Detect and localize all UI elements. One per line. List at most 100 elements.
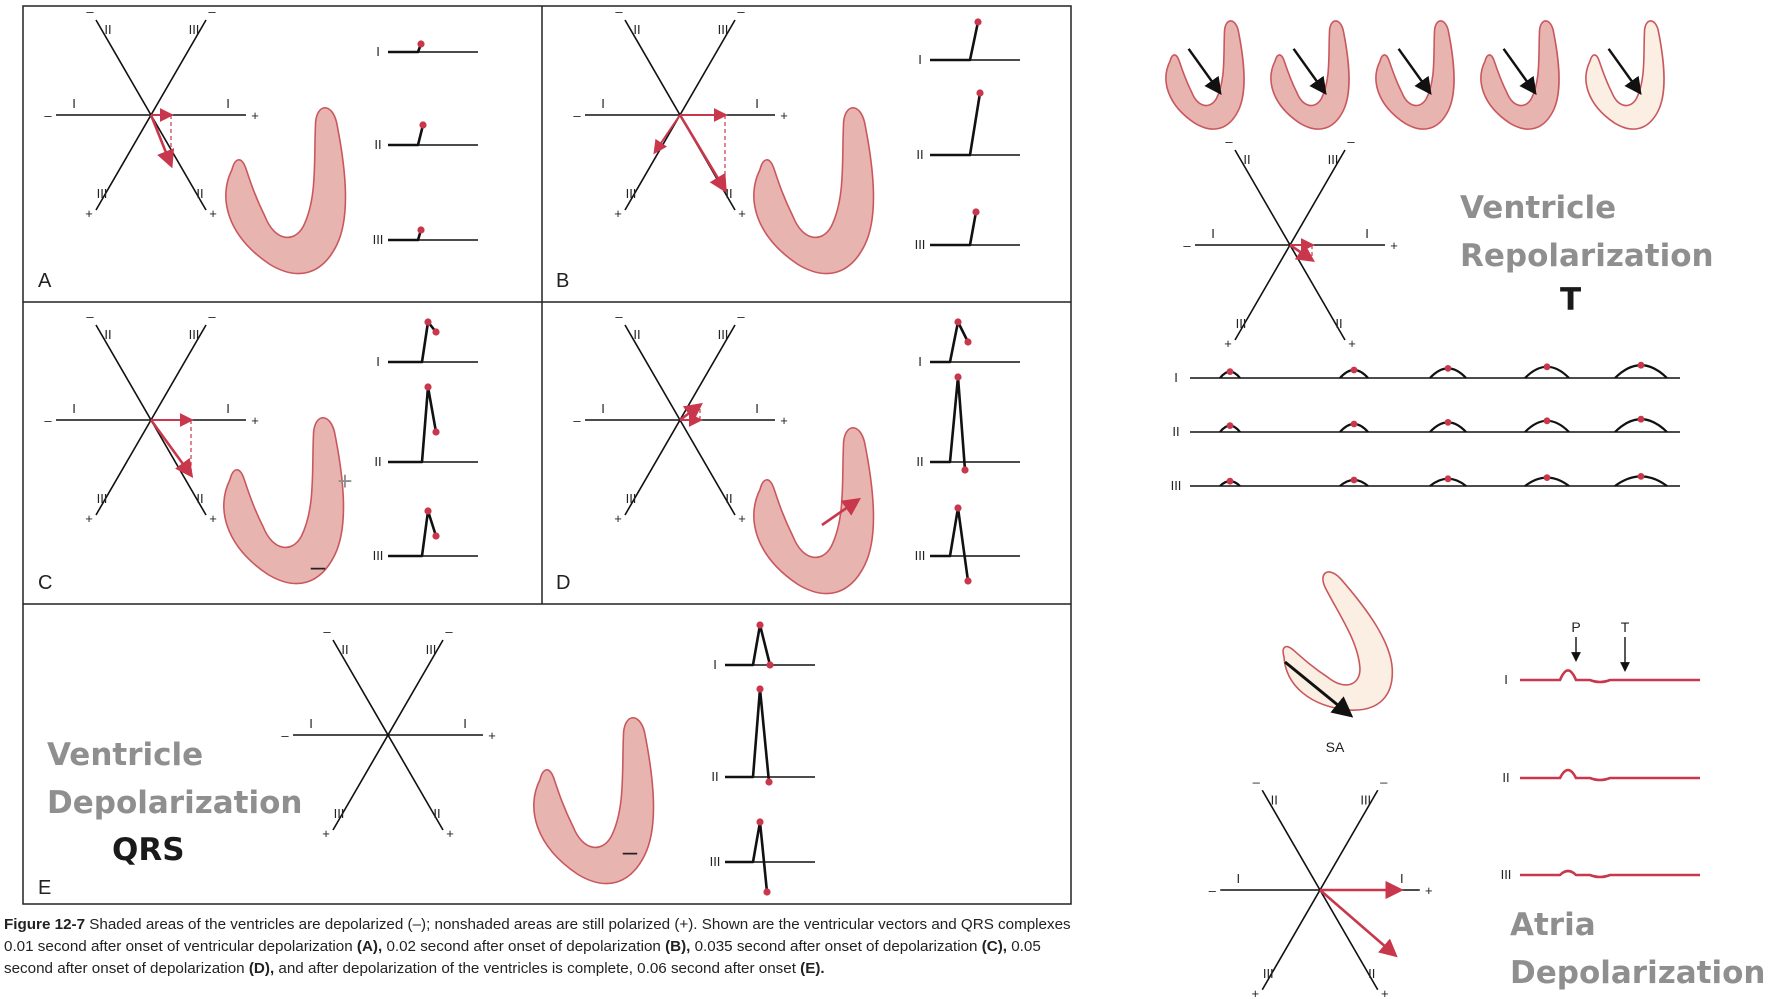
atria-depolarization-line1: Atria (1510, 907, 1596, 943)
repolarization-heart-5 (1585, 20, 1665, 130)
lead-i-right-label: I (755, 401, 759, 416)
lead-ii-bottom-label: II (725, 186, 732, 201)
ecg-sample-dot (756, 685, 764, 693)
lead-ii-top-label: II (104, 327, 111, 342)
lead-iii-bottom-label: III (334, 806, 345, 821)
ecg-sample-dot (961, 466, 969, 474)
ecg-sample-dot (1444, 475, 1452, 483)
repolarization-ecg-lead-2: II (1172, 415, 1680, 439)
ecg-lead-label: II (711, 769, 718, 784)
ventricle-depolarization-wave: QRS (112, 832, 185, 868)
lead-i-minus-sign: – (1209, 883, 1217, 898)
lead-iii-plus-sign: + (614, 206, 622, 221)
ecg-sample-dot (1637, 415, 1645, 423)
repolarization-vector (1397, 48, 1432, 96)
ecg-sample-dot (424, 383, 432, 391)
lead-ii-minus-sign: – (1253, 774, 1261, 789)
lead-i-right-label: I (226, 401, 230, 416)
ecg-sample-dot (1226, 477, 1234, 485)
caption-ref-c: (C), (981, 938, 1007, 955)
lead-i-right-label: I (1400, 871, 1404, 886)
ecg-sample-dot (766, 661, 774, 669)
ecg-a-lead-ii: II (374, 121, 478, 152)
lead-ii-bottom-label: II (725, 491, 732, 506)
lead-ii-minus-sign: – (323, 624, 331, 639)
caption-text-4: 0.05 second after onset of depolarizatio… (4, 938, 1041, 977)
heart-c-plus-sign: + (337, 466, 352, 496)
sa-node-label: SA (1326, 739, 1345, 755)
ecg-sample-dot (1226, 368, 1234, 375)
lead-i-right-label: I (1365, 226, 1369, 241)
panel-letter-b: B (556, 270, 569, 292)
mean-vector-arrow (149, 419, 194, 478)
lead-iii-minus-sign: – (737, 309, 745, 324)
lead-i-left-label: I (1211, 226, 1215, 241)
ecg-sample-dot (419, 121, 427, 129)
mean-vector-arrow (679, 402, 703, 422)
lead-iii-minus-sign: – (445, 624, 453, 639)
ecg-sample-dot (974, 18, 982, 26)
heart-d-vector (821, 497, 861, 527)
ecg-lead-label: I (1504, 672, 1508, 687)
ecg-d-lead-i: I (918, 318, 1020, 369)
ecg-b-lead-iii: III (915, 208, 1020, 252)
ventricle-outline (223, 416, 345, 585)
lead-i-plus-sign: + (488, 728, 496, 743)
caption-figure-number: Figure 12-7 (4, 916, 86, 933)
lead-i-minus-sign: – (573, 413, 581, 428)
caption-ref-b: (B), (665, 938, 691, 955)
lead-i-left-label: I (601, 96, 605, 111)
repolarization-vector (1607, 48, 1642, 96)
ecg-sample-dot (424, 507, 432, 515)
lead-ii-plus-sign: + (446, 826, 454, 841)
ecg-d-lead-ii: II (916, 373, 1020, 474)
ventricle-heart-d (753, 426, 875, 595)
ecg-waveform (930, 506, 970, 582)
ecg-lead-label: II (1502, 770, 1509, 785)
lead-i-minus-sign: – (44, 413, 52, 428)
ecg-a-lead-i: I (376, 40, 478, 59)
lead-iii-bottom-label: III (626, 491, 637, 506)
ecg-waveform (725, 687, 771, 783)
lead-iii-minus-sign: – (737, 4, 745, 19)
lead-iii-top-label: III (718, 327, 729, 342)
lead-ii-top-label: II (633, 327, 640, 342)
ecg-sample-dot (964, 577, 972, 585)
depolarized-region (238, 179, 327, 265)
lead-i-left-label: I (309, 716, 313, 731)
ecg-waveform (388, 229, 423, 242)
caption-text-2: 0.02 second after onset of depolarizatio… (382, 938, 666, 955)
lead-ii-bottom-label: II (433, 806, 440, 821)
lead-iii-bottom-label: III (1263, 966, 1274, 981)
ecg-waveform (388, 43, 423, 54)
ecg-lead-label: I (1174, 370, 1178, 385)
lead-iii-plus-sign: + (322, 826, 330, 841)
repolarization-vector (1502, 48, 1537, 96)
atria-ecg-lead-2: II (1502, 768, 1700, 785)
p-wave-marker: P (1571, 619, 1580, 635)
depolarized-region (766, 179, 855, 265)
atria-vector (1284, 660, 1354, 718)
ecg-c-lead-i: I (376, 318, 478, 369)
vector-construction (678, 108, 728, 194)
ecg-sample-dot (1637, 473, 1645, 480)
ecg-sample-dot (756, 818, 764, 826)
repolarization-vector (1187, 48, 1222, 96)
ecg-e-lead-iii: III (710, 818, 815, 896)
vector-construction (1289, 238, 1316, 263)
ecg-d-lead-iii: III (915, 504, 1020, 585)
ecg-sample-dot (432, 428, 440, 436)
lead-ii-plus-sign: + (209, 511, 217, 526)
lead-iii-minus-sign: – (1380, 774, 1388, 789)
caption-ref-e: (E). (800, 960, 825, 977)
ecg-lead-label: III (915, 237, 926, 252)
repolarization-vector (1292, 48, 1327, 96)
lead-ii-top-label: II (1271, 792, 1278, 807)
lead-iii-axis (332, 639, 444, 831)
lead-ii-minus-sign: – (615, 4, 623, 19)
lead-i-right-label: I (755, 96, 759, 111)
repolarization-heart-1 (1165, 20, 1245, 130)
lead-iii-top-label: III (1328, 152, 1339, 167)
ecg-lead-label: II (916, 147, 923, 162)
lead-iii-minus-sign: – (1347, 134, 1355, 149)
